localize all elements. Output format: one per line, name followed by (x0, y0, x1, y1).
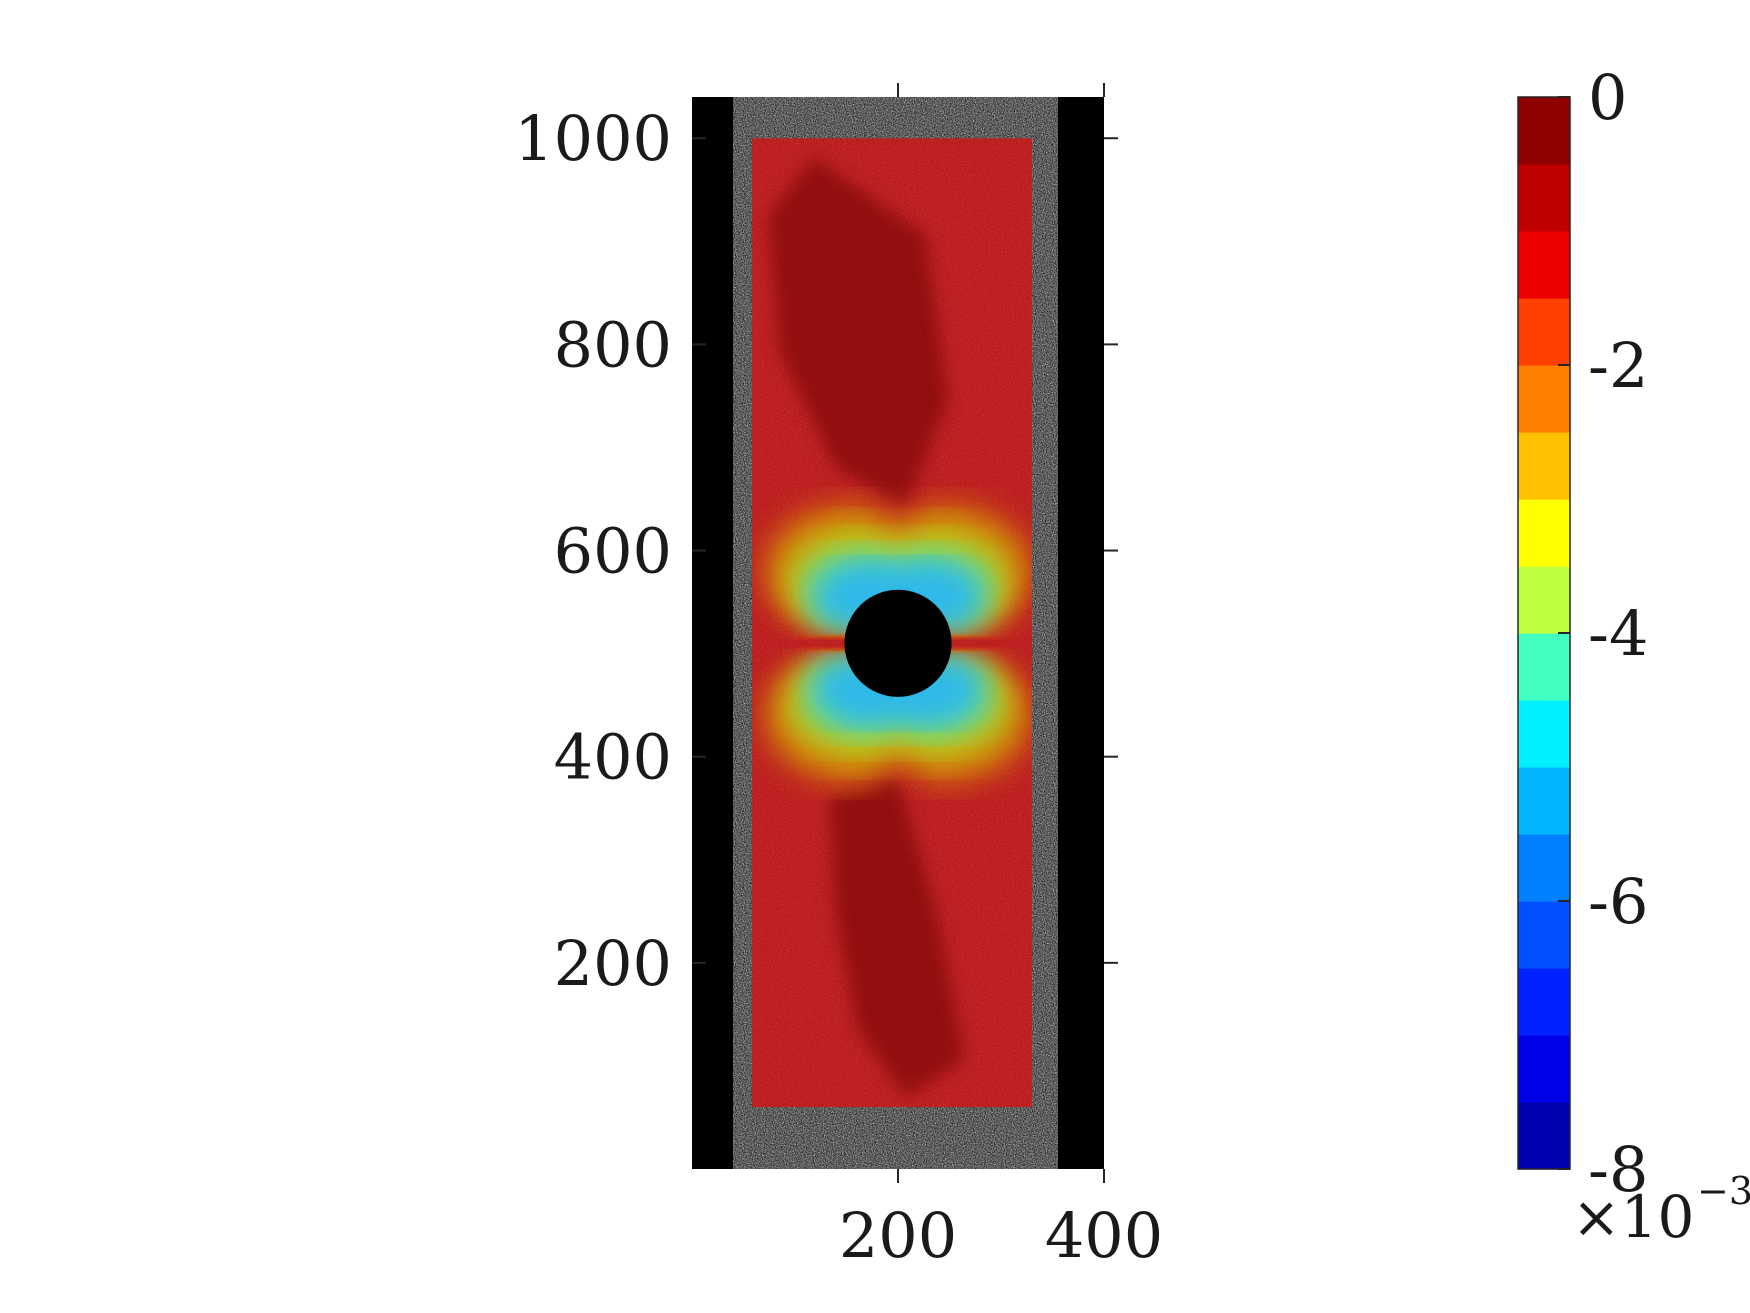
colorbar-tick-label: -6 (1588, 865, 1648, 938)
colorbar-level (1518, 1035, 1570, 1103)
colorbar-level (1518, 566, 1570, 634)
strain-overlay (751, 138, 1032, 1108)
colorbar-tick-label: -8 (1588, 1133, 1648, 1206)
image-axes (692, 97, 1104, 1169)
colorbar-level (1518, 633, 1570, 701)
stress-concentration-zone (763, 499, 1032, 787)
low-strain-band-lower (830, 777, 965, 1098)
colorbar: 0 -2 -4 -6 -8×10 −3 (1517, 61, 1750, 1251)
axis-ticks: 200 400 600 800 1000 200 400 (514, 83, 1163, 1272)
colorbar-exponent: −3 (1697, 1169, 1750, 1213)
colorbar-level (1518, 432, 1570, 500)
y-tick-label: 600 (554, 515, 672, 588)
colorbar-level (1518, 834, 1570, 902)
colorbar-level (1518, 1102, 1570, 1170)
colorbar-tick-label: 0 (1588, 61, 1627, 134)
y-tick-label: 200 (554, 927, 672, 1000)
colorbar-level (1518, 298, 1570, 366)
colorbar-level (1518, 901, 1570, 969)
colorbar-level (1518, 767, 1570, 835)
colorbar-level (1518, 365, 1570, 433)
colorbar-level (1518, 231, 1570, 299)
x-tick-label: 400 (1045, 1199, 1163, 1272)
colorbar-level (1518, 97, 1570, 165)
y-tick-label: 800 (554, 308, 672, 381)
y-tick-label: 1000 (514, 102, 672, 175)
colorbar-level (1518, 968, 1570, 1036)
colorbar-level (1518, 164, 1570, 232)
colorbar-tick-label: -4 (1588, 597, 1648, 670)
y-tick-label: 400 (554, 721, 672, 794)
colorbar-tick-label: -2 (1588, 329, 1648, 402)
colorbar-level (1518, 499, 1570, 567)
low-strain-band-upper (768, 157, 948, 507)
colorbar-multiplier: ×10 (1572, 1183, 1694, 1251)
colorbar-level (1518, 700, 1570, 768)
specimen-hole (844, 589, 952, 697)
x-tick-label: 200 (839, 1199, 957, 1272)
